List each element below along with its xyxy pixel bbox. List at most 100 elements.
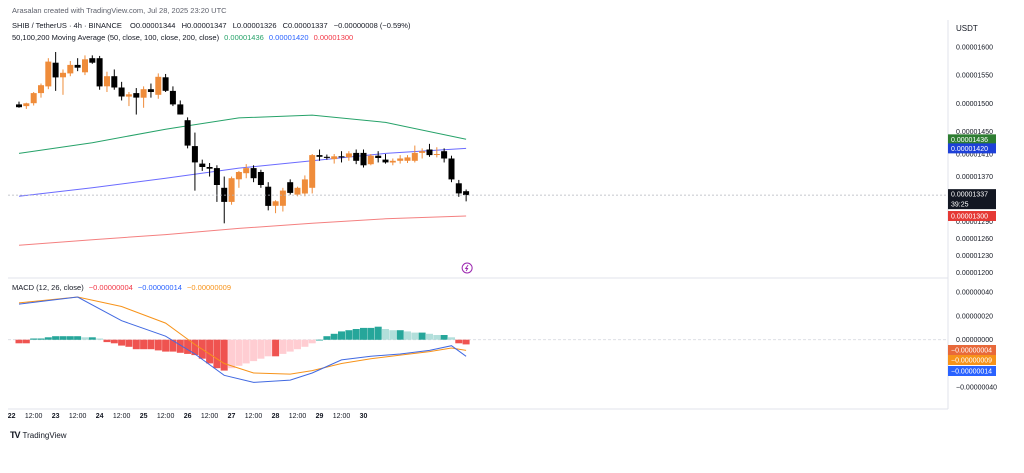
price-axis-badge bbox=[948, 143, 996, 154]
tradingview-logo-icon: TV bbox=[10, 430, 20, 440]
macd-histogram-bar bbox=[250, 339, 258, 362]
countdown-label: 39:25 bbox=[951, 202, 969, 209]
time-tick-label: 28 bbox=[272, 413, 280, 420]
candle-body bbox=[191, 146, 198, 163]
macd-histogram-bar bbox=[140, 339, 148, 350]
macd-histogram-bar bbox=[118, 339, 126, 346]
candle-body bbox=[441, 151, 448, 159]
macd-histogram-bar bbox=[345, 330, 353, 340]
candle-body bbox=[287, 182, 294, 193]
candle-body bbox=[338, 156, 345, 158]
macd-histogram-bar bbox=[433, 335, 441, 340]
macd-badge-label: −0.00000004 bbox=[951, 348, 992, 355]
candle-body bbox=[162, 77, 169, 91]
tradingview-name: TradingView bbox=[22, 430, 67, 440]
candle-body bbox=[60, 72, 66, 78]
candle-body bbox=[16, 104, 22, 108]
candle-body bbox=[82, 59, 88, 73]
macd-histogram-bar bbox=[59, 336, 67, 340]
macd-histogram-bar bbox=[154, 339, 162, 351]
macd-histogram-bar bbox=[66, 336, 74, 340]
candle-body bbox=[279, 190, 286, 206]
price-badge-label: 0.00001300 bbox=[951, 214, 988, 221]
macd-histogram-bar bbox=[220, 339, 228, 371]
macd-histogram-bar bbox=[448, 337, 455, 340]
candle-body bbox=[89, 58, 96, 63]
candle-body bbox=[294, 187, 301, 195]
macd-histogram-bar bbox=[22, 339, 30, 344]
macd-line bbox=[18, 296, 467, 383]
macd-histogram-bar bbox=[382, 329, 389, 340]
price-axis-badge bbox=[948, 134, 996, 145]
candle-body bbox=[96, 58, 103, 87]
candle-body bbox=[301, 179, 308, 194]
ohlc-legend: SHIB / TetherUS · 4h · BINANCE O0.000013… bbox=[12, 21, 410, 30]
macd-histogram-bar bbox=[37, 338, 45, 340]
macd-histogram-bar bbox=[338, 331, 345, 340]
candle-body bbox=[375, 155, 382, 158]
time-tick-label: 12:00 bbox=[157, 413, 175, 420]
candle-body bbox=[389, 160, 396, 163]
time-tick-label: 29 bbox=[316, 413, 324, 420]
macd-histogram-bar bbox=[374, 326, 382, 340]
macd-histogram-bar bbox=[15, 339, 23, 344]
candle-body bbox=[118, 87, 125, 97]
macd-histogram-bar bbox=[184, 339, 192, 354]
candle-body bbox=[155, 76, 162, 95]
macd-axis-badge bbox=[948, 355, 996, 365]
macd-histogram-bar bbox=[162, 339, 170, 352]
tradingview-logo[interactable]: TV TradingView bbox=[10, 430, 67, 440]
macd-histogram-bar bbox=[147, 339, 155, 350]
candle-body bbox=[74, 64, 81, 68]
price-tick-label: 0.00001550 bbox=[956, 73, 993, 80]
candle-body bbox=[184, 120, 191, 146]
macd-hist-value: −0.00000004 bbox=[88, 283, 133, 292]
ma50-value: 0.00001436 bbox=[224, 33, 264, 42]
macd-title: MACD (12, 26, close) bbox=[12, 283, 84, 292]
price-tick-label: 0.00001200 bbox=[956, 270, 993, 277]
time-tick-label: 12:00 bbox=[69, 413, 87, 420]
ma-title: 50,100,200 Moving Average (50, close, 10… bbox=[12, 33, 220, 42]
macd-tick-label: 0.00000040 bbox=[956, 290, 993, 297]
candle-body bbox=[177, 104, 184, 115]
ma-legend[interactable]: 50,100,200 Moving Average (50, close, 10… bbox=[12, 33, 353, 42]
time-tick-label: 24 bbox=[96, 413, 104, 420]
macd-histogram-bar bbox=[330, 333, 338, 340]
macd-histogram-bar bbox=[30, 338, 38, 340]
macd-histogram-bar bbox=[352, 329, 360, 340]
macd-histogram-bar bbox=[88, 337, 96, 340]
macd-tick-label: −0.00000040 bbox=[956, 385, 997, 392]
price-tick-label: 0.00001370 bbox=[956, 174, 993, 181]
candle-body bbox=[367, 155, 374, 165]
candle-body bbox=[67, 64, 74, 74]
candle-body bbox=[243, 168, 250, 174]
candle-body bbox=[316, 155, 323, 157]
candle-body bbox=[169, 90, 176, 105]
ma100-value: 0.00001420 bbox=[268, 33, 309, 42]
candle-body bbox=[382, 159, 389, 163]
macd-histogram-bar bbox=[272, 339, 280, 357]
candle-body bbox=[23, 103, 30, 107]
candle-body bbox=[455, 183, 462, 194]
candle-body bbox=[265, 186, 272, 206]
candle-body bbox=[404, 157, 411, 161]
price-axis-badge bbox=[948, 189, 996, 210]
macd-badge-label: −0.00000009 bbox=[951, 358, 992, 365]
time-tick-label: 27 bbox=[228, 413, 236, 420]
candle-body bbox=[411, 152, 418, 161]
candle-body bbox=[345, 153, 352, 158]
candle-body bbox=[147, 89, 154, 92]
candle-body bbox=[397, 158, 404, 161]
macd-histogram-bar bbox=[294, 339, 301, 350]
macd-histogram-bar bbox=[301, 339, 309, 347]
macd-legend[interactable]: MACD (12, 26, close) −0.00000004 −0.0000… bbox=[12, 283, 231, 292]
lightning-bolt bbox=[464, 264, 469, 272]
time-tick-label: 12:00 bbox=[25, 413, 43, 420]
macd-histogram-bar bbox=[440, 335, 448, 340]
candle-body bbox=[125, 94, 132, 97]
macd-histogram-bar bbox=[426, 333, 433, 340]
time-tick-label: 12:00 bbox=[289, 413, 307, 420]
price-badge-label: 0.00001337 bbox=[951, 192, 988, 199]
